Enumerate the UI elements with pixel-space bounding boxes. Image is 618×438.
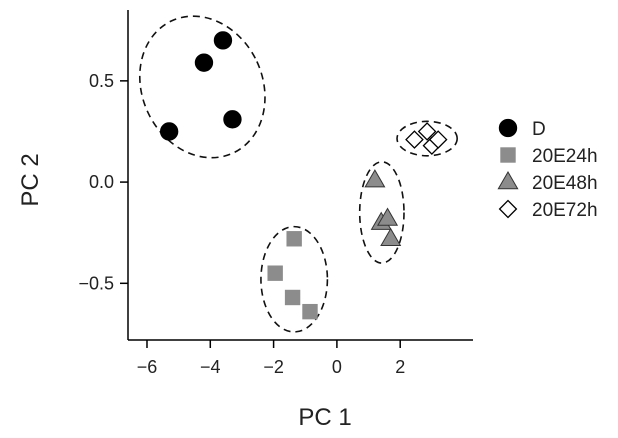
point-20e48h <box>380 227 402 247</box>
point-20e72h <box>405 130 424 149</box>
point-20e24h <box>267 265 283 281</box>
x-tick-label: −6 <box>137 357 158 377</box>
y-axis-title: PC 2 <box>17 153 44 206</box>
point-d <box>223 110 242 129</box>
ellipse-group-20e48h <box>358 161 405 264</box>
legend-label-20e72h: 20E72h <box>532 200 598 221</box>
point-20e24h <box>302 303 318 320</box>
point-20e24h <box>286 231 302 247</box>
cluster-ellipse-20e72h <box>396 120 458 157</box>
axes: −0.5 0.0 0.5 −6 −4 −2 0 2 <box>78 10 473 377</box>
legend-marker-20e72h <box>498 199 518 219</box>
x-tick-label: −4 <box>200 357 221 377</box>
cluster-ellipse-20e24h <box>260 225 329 333</box>
cluster-ellipse-20e48h <box>358 161 405 264</box>
y-tick-label: 0.5 <box>89 71 114 91</box>
point-d <box>213 31 233 50</box>
legend-marker-20e48h <box>497 171 519 190</box>
legend-label-20e48h: 20E48h <box>532 173 598 194</box>
ellipse-group-20e72h <box>396 120 458 157</box>
data-points <box>159 31 448 320</box>
legend: D 20E24h 20E48h 20E72h <box>497 118 598 221</box>
cluster-ellipses <box>138 15 458 333</box>
y-tick-label: −0.5 <box>78 273 114 293</box>
legend-label-d: D <box>532 119 546 140</box>
y-tick-label: 0.0 <box>89 172 114 192</box>
point-20e24h <box>284 289 301 306</box>
x-tick-label: 2 <box>395 357 405 377</box>
legend-marker-20e24h <box>500 147 516 163</box>
point-d <box>159 122 179 141</box>
point-20e72h <box>417 122 437 141</box>
x-tick-label: 0 <box>332 357 342 377</box>
legend-label-20e24h: 20E24h <box>532 146 598 167</box>
x-axis-title: PC 1 <box>298 404 351 431</box>
point-20e48h <box>364 169 386 188</box>
point-20e72h <box>428 130 448 149</box>
cluster-ellipse-d <box>138 15 266 159</box>
ellipse-group-d <box>138 15 266 159</box>
point-20e48h <box>377 207 399 226</box>
ellipse-group-20e24h <box>260 225 329 333</box>
legend-marker-d <box>498 118 518 138</box>
x-tick-label: −2 <box>263 357 284 377</box>
point-d <box>194 53 214 72</box>
